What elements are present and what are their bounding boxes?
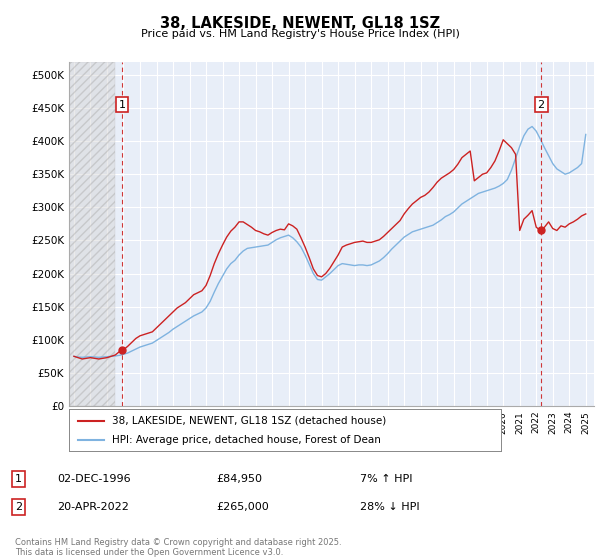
Text: 38, LAKESIDE, NEWENT, GL18 1SZ (detached house): 38, LAKESIDE, NEWENT, GL18 1SZ (detached… xyxy=(112,416,386,426)
Text: 2: 2 xyxy=(538,100,545,110)
Text: HPI: Average price, detached house, Forest of Dean: HPI: Average price, detached house, Fore… xyxy=(112,435,381,445)
Text: 7% ↑ HPI: 7% ↑ HPI xyxy=(360,474,413,484)
Text: 02-DEC-1996: 02-DEC-1996 xyxy=(57,474,131,484)
Text: Contains HM Land Registry data © Crown copyright and database right 2025.
This d: Contains HM Land Registry data © Crown c… xyxy=(15,538,341,557)
Text: £84,950: £84,950 xyxy=(216,474,262,484)
Text: 2: 2 xyxy=(15,502,22,512)
Text: £265,000: £265,000 xyxy=(216,502,269,512)
Text: 28% ↓ HPI: 28% ↓ HPI xyxy=(360,502,419,512)
Text: Price paid vs. HM Land Registry's House Price Index (HPI): Price paid vs. HM Land Registry's House … xyxy=(140,29,460,39)
Text: 38, LAKESIDE, NEWENT, GL18 1SZ: 38, LAKESIDE, NEWENT, GL18 1SZ xyxy=(160,16,440,31)
Text: 1: 1 xyxy=(15,474,22,484)
Text: 1: 1 xyxy=(119,100,125,110)
Text: 20-APR-2022: 20-APR-2022 xyxy=(57,502,129,512)
